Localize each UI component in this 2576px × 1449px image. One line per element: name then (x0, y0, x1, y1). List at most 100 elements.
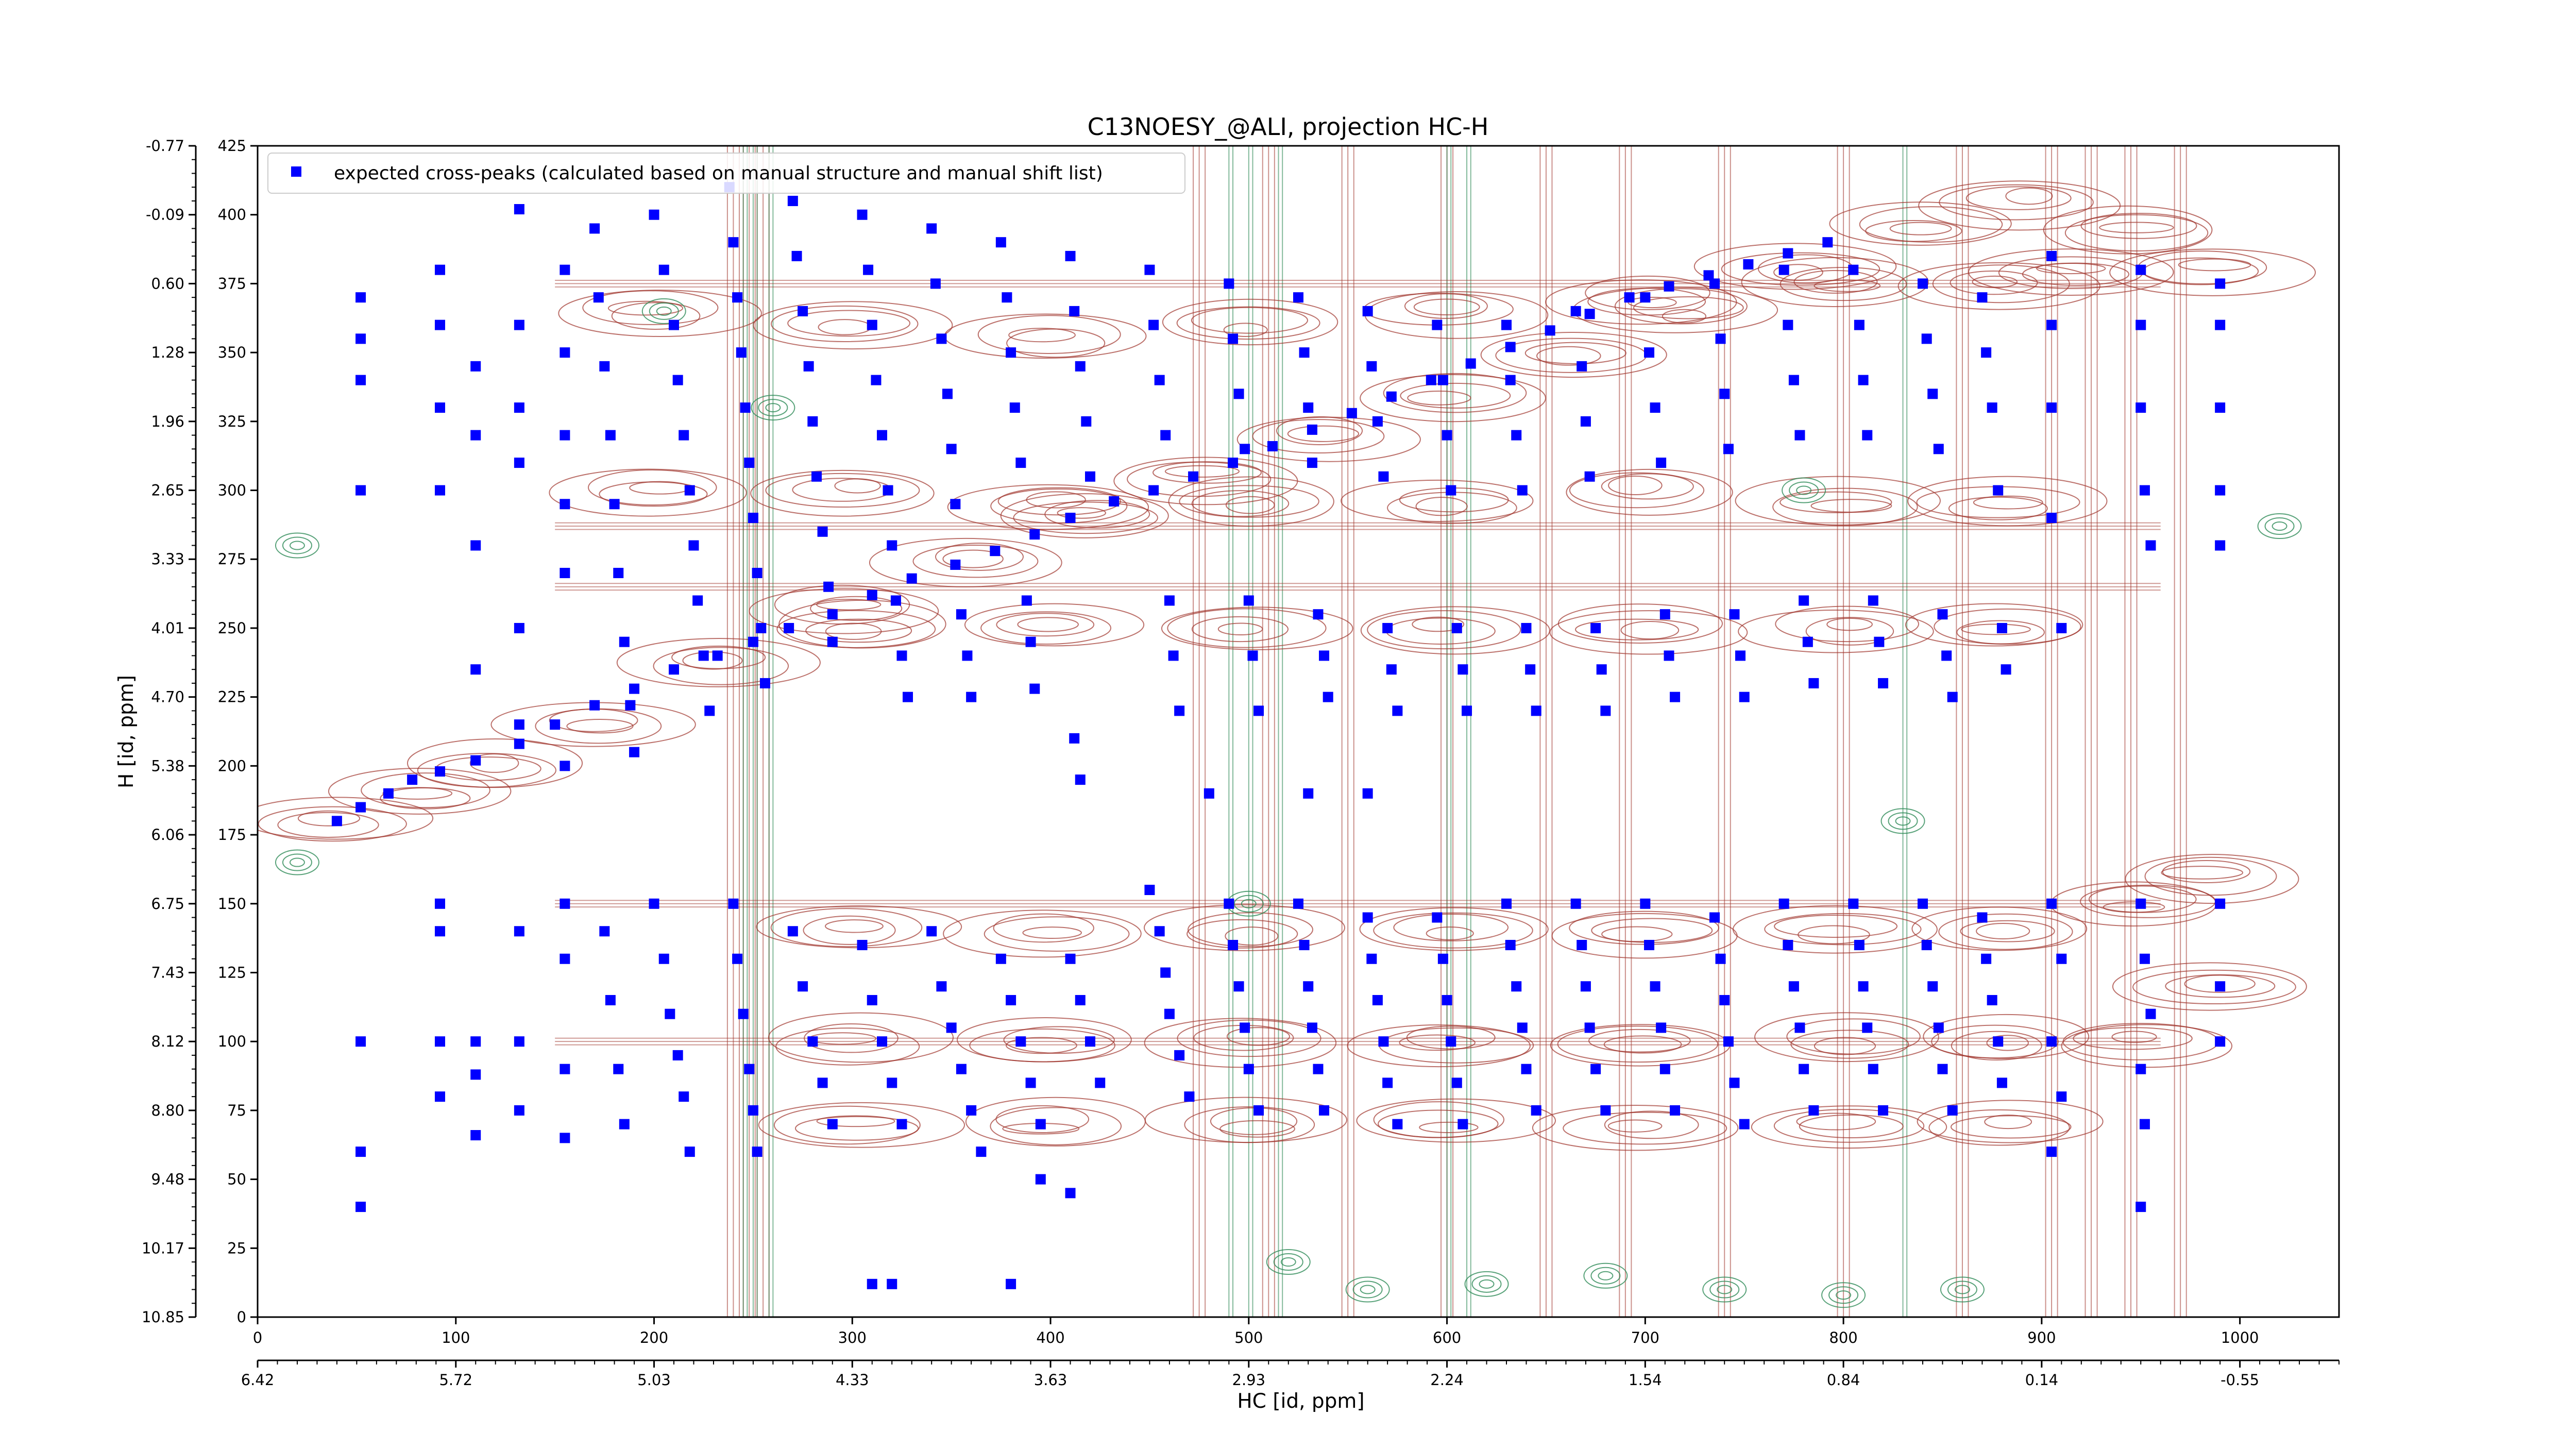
expected-cross-peak (1451, 1077, 1462, 1088)
expected-cross-peak (752, 1147, 762, 1157)
expected-cross-peak (906, 573, 917, 584)
expected-cross-peak (1313, 609, 1324, 620)
expected-cross-peak (748, 513, 758, 524)
expected-cross-peak (470, 1130, 481, 1141)
expected-cross-peak (434, 485, 445, 496)
expected-cross-peak (1802, 636, 1813, 647)
expected-cross-peak (887, 540, 897, 551)
expected-cross-peak (1154, 375, 1165, 385)
expected-cross-peak (1521, 622, 1532, 633)
x-tick-label: 400 (1036, 1329, 1064, 1346)
x-tick-label: 700 (1631, 1329, 1659, 1346)
expected-cross-peak (1035, 1174, 1046, 1185)
expected-cross-peak (355, 375, 366, 385)
positive-contour (558, 290, 762, 338)
expected-cross-peak (1719, 995, 1730, 1005)
x-ppm-tick-label: 2.24 (1430, 1371, 1464, 1389)
expected-cross-peak (930, 278, 941, 289)
negative-contour (641, 298, 686, 324)
positive-contour (1360, 606, 1550, 655)
x-ppm-tick-label: 4.33 (836, 1371, 869, 1389)
expected-cross-peak (1184, 1091, 1195, 1102)
expected-cross-peak (2215, 402, 2226, 413)
expected-cross-peak (787, 195, 798, 206)
expected-cross-peak (1006, 347, 1016, 358)
positive-contour (1359, 907, 1549, 951)
y-tick-label: 150 (218, 895, 246, 913)
expected-cross-peak (2046, 250, 2057, 261)
expected-cross-peak (1462, 705, 1472, 716)
expected-cross-peak (1148, 485, 1159, 496)
expected-cross-peak (2056, 953, 2067, 964)
expected-cross-peak (1521, 1064, 1532, 1074)
expected-cross-peak (605, 995, 616, 1005)
expected-cross-peak (2215, 278, 2226, 289)
positive-contour (1735, 476, 1941, 526)
expected-cross-peak (1921, 333, 1932, 344)
expected-cross-peak (1739, 1119, 1750, 1130)
y-ppm-tick-label: 6.06 (151, 826, 184, 844)
chart-title: C13NOESY_@ALI, projection HC-H (1088, 113, 1489, 141)
expected-cross-peak (589, 223, 600, 234)
expected-cross-peak (2139, 1119, 2150, 1130)
expected-cross-peak (1025, 1077, 1036, 1088)
expected-cross-peak (1095, 1077, 1106, 1088)
positive-contour (776, 599, 946, 649)
positive-contour (1754, 1012, 1939, 1063)
expected-cross-peak (1366, 361, 1377, 372)
expected-cross-peak (823, 581, 834, 592)
expected-cross-peak (560, 1064, 570, 1074)
positive-contour (1360, 373, 1546, 423)
expected-cross-peak (1378, 1036, 1389, 1047)
positive-contour (1911, 906, 2088, 951)
expected-cross-peak (1174, 705, 1185, 716)
expected-cross-peak (1247, 650, 1258, 661)
expected-cross-peak (732, 292, 743, 303)
expected-cross-peak (1709, 278, 1720, 289)
expected-cross-peak (355, 1147, 366, 1157)
expected-cross-peak (514, 458, 524, 468)
y-tick-label: 100 (218, 1033, 246, 1050)
expected-cross-peak (871, 375, 882, 385)
expected-cross-peak (1299, 347, 1310, 358)
expected-cross-peak (698, 650, 709, 661)
expected-cross-peak (1656, 458, 1667, 468)
positive-contour (869, 537, 1062, 587)
x-axis: 0 100 200 300 400 500 600 700 800 900 1000 (253, 1317, 2259, 1346)
expected-cross-peak (798, 981, 808, 992)
positive-contour (964, 603, 1145, 647)
expected-cross-peak (1822, 237, 1833, 248)
expected-cross-peak (1228, 939, 1239, 950)
expected-cross-peak (1996, 1077, 2007, 1088)
expected-cross-peak (1854, 939, 1865, 950)
expected-cross-peak (1148, 319, 1159, 330)
expected-cross-peak (593, 292, 604, 303)
expected-cross-peak (514, 719, 524, 730)
negative-contour-band (742, 146, 748, 1317)
expected-cross-peak (613, 567, 624, 578)
positive-contour (750, 469, 935, 517)
expected-cross-peak (1858, 981, 1869, 992)
expected-cross-peak (619, 636, 630, 647)
expected-cross-peak (1362, 788, 1373, 799)
positive-contour (1480, 332, 1667, 378)
expected-cross-peak (1644, 939, 1655, 950)
expected-cross-peak (1600, 705, 1611, 716)
expected-cross-peak (1600, 1105, 1611, 1116)
positive-contour (1897, 262, 2100, 310)
expected-cross-peak (1650, 402, 1660, 413)
y-ppm-tick-label: -0.09 (146, 206, 184, 224)
expected-cross-peak (2145, 1008, 2156, 1019)
expected-cross-peak (1458, 664, 1468, 675)
expected-cross-peak (649, 209, 659, 220)
y-tick-label: 75 (227, 1102, 246, 1119)
positive-contour-band (726, 146, 740, 1317)
expected-cross-peak (966, 692, 977, 702)
expected-cross-peak (1426, 375, 1436, 385)
expected-cross-peak (1577, 361, 1587, 372)
expected-cross-peak (669, 664, 679, 675)
negative-contour (1782, 477, 1826, 503)
y-axis-title: H [id, ppm] (115, 675, 138, 788)
expected-cross-peak (2056, 622, 2067, 633)
